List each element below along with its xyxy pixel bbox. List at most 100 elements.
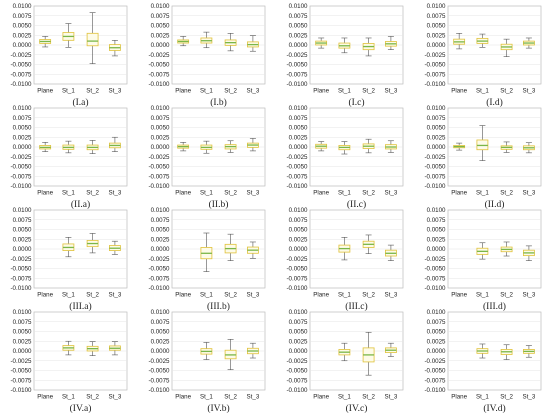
iqr-box bbox=[86, 32, 99, 47]
chart-panel: 0.0100 0.0075 0.0050 0.0025 0.0000 -0.0025 -0.… bbox=[149, 3, 266, 108]
y-tick-label: 0.0000 bbox=[427, 246, 446, 253]
y-tick-label: -0.0025 bbox=[11, 358, 33, 365]
y-tick-label: 0.0100 bbox=[151, 105, 170, 112]
x-tick-label: St_2 bbox=[224, 88, 237, 95]
y-tick-label: 0.0000 bbox=[151, 144, 170, 151]
y-tick-label: 0.0100 bbox=[151, 3, 170, 10]
x-tick-label: Plane bbox=[37, 88, 53, 95]
box-st-3 bbox=[523, 345, 535, 358]
y-tick-label: -0.0025 bbox=[425, 256, 447, 263]
y-tick-label: 0.0100 bbox=[289, 207, 308, 214]
box-st-1 bbox=[62, 140, 75, 154]
box-st-2 bbox=[86, 233, 99, 254]
y-tick-label: 0.0025 bbox=[151, 236, 170, 243]
box-st-1 bbox=[62, 340, 75, 356]
y-tick-label: -0.0050 bbox=[149, 266, 171, 273]
y-tick-label: -0.0075 bbox=[425, 377, 447, 384]
y-tick-label: 0.0050 bbox=[427, 125, 446, 132]
x-tick-label: St_2 bbox=[362, 190, 375, 197]
y-tick-label: -0.0050 bbox=[287, 368, 309, 375]
y-tick-label: 0.0000 bbox=[13, 42, 32, 49]
x-tick-label: Plane bbox=[313, 394, 329, 401]
x-tick-label: Plane bbox=[451, 190, 467, 197]
box-st-3 bbox=[247, 241, 259, 259]
y-tick-label: 0.0000 bbox=[151, 246, 170, 253]
y-tick-label: 0.0025 bbox=[289, 32, 308, 39]
y-tick-label: -0.0075 bbox=[425, 71, 447, 78]
panel-caption: (IV.a) bbox=[70, 403, 92, 413]
x-tick-label: St_3 bbox=[385, 88, 398, 95]
y-tick-label: 0.0050 bbox=[151, 227, 170, 234]
y-tick-label: 0.0050 bbox=[151, 125, 170, 132]
box-st-1 bbox=[62, 23, 75, 48]
y-tick-label: 0.0075 bbox=[151, 115, 170, 122]
box-st-1 bbox=[62, 237, 75, 258]
x-tick-label: St_1 bbox=[338, 190, 351, 197]
y-tick-label: 0.0000 bbox=[151, 348, 170, 355]
y-tick-label: -0.0075 bbox=[149, 377, 171, 384]
box-st-2 bbox=[224, 140, 237, 153]
panel-caption: (II.a) bbox=[71, 199, 90, 210]
chart-panel: 0.0100 0.0075 0.0050 0.0025 0.0000 -0.0025 -0.… bbox=[425, 207, 542, 312]
y-tick-label: -0.0075 bbox=[149, 71, 171, 78]
box-plane bbox=[177, 36, 190, 47]
panel-caption: (I.a) bbox=[72, 97, 88, 108]
chart-panel: 0.0100 0.0075 0.0050 0.0025 0.0000 -0.0025 -0.… bbox=[425, 309, 542, 413]
x-tick-label: St_2 bbox=[500, 88, 513, 95]
y-tick-label: 0.0025 bbox=[151, 338, 170, 345]
box-st-3 bbox=[109, 136, 121, 152]
y-tick-label: 0.0075 bbox=[289, 319, 308, 326]
y-tick-label: 0.0025 bbox=[427, 134, 446, 141]
chart-panel: 0.0100 0.0075 0.0050 0.0025 0.0000 -0.0025 -0.… bbox=[149, 105, 266, 210]
x-tick-label: St_2 bbox=[86, 88, 99, 95]
box-st-2 bbox=[362, 234, 375, 254]
x-tick-label: St_1 bbox=[338, 292, 351, 299]
y-tick-label: 0.0050 bbox=[13, 23, 32, 30]
x-tick-label: St_1 bbox=[62, 88, 75, 95]
y-tick-label: 0.0050 bbox=[427, 227, 446, 234]
x-tick-label: St_2 bbox=[362, 292, 375, 299]
y-tick-label: -0.0025 bbox=[425, 52, 447, 59]
y-tick-label: -0.0075 bbox=[287, 71, 309, 78]
y-tick-label: 0.0075 bbox=[13, 115, 32, 122]
box-st-2 bbox=[224, 338, 237, 371]
x-tick-label: St_1 bbox=[338, 394, 351, 401]
box-st-1 bbox=[200, 140, 213, 154]
box-st-3 bbox=[247, 342, 259, 359]
y-tick-label: 0.0050 bbox=[427, 329, 446, 336]
x-tick-label: Plane bbox=[313, 88, 329, 95]
y-tick-label: 0.0100 bbox=[289, 105, 308, 112]
box-st-1 bbox=[476, 125, 489, 161]
box-st-3 bbox=[109, 341, 121, 356]
y-tick-label: 0.0100 bbox=[289, 3, 308, 10]
chart-panel: 0.0100 0.0075 0.0050 0.0025 0.0000 -0.0025 -0.… bbox=[11, 3, 128, 108]
y-tick-label: 0.0050 bbox=[13, 125, 32, 132]
y-tick-label: -0.0075 bbox=[425, 173, 447, 180]
y-tick-label: 0.0025 bbox=[13, 32, 32, 39]
y-tick-label: -0.0050 bbox=[425, 164, 447, 171]
y-tick-label: -0.0100 bbox=[11, 81, 33, 88]
y-tick-label: 0.0025 bbox=[13, 134, 32, 141]
y-tick-label: 0.0000 bbox=[13, 348, 32, 355]
x-tick-label: St_3 bbox=[109, 190, 122, 197]
y-tick-label: -0.0025 bbox=[149, 154, 171, 161]
box-st-1 bbox=[338, 237, 351, 261]
y-tick-label: -0.0100 bbox=[11, 285, 33, 292]
y-tick-label: 0.0075 bbox=[427, 115, 446, 122]
y-tick-label: -0.0075 bbox=[287, 275, 309, 282]
y-tick-label: -0.0025 bbox=[287, 154, 309, 161]
y-tick-label: 0.0075 bbox=[13, 217, 32, 224]
panel-caption: (I.b) bbox=[210, 97, 227, 108]
y-tick-label: 0.0025 bbox=[427, 338, 446, 345]
x-tick-label: St_1 bbox=[200, 394, 213, 401]
x-tick-label: St_2 bbox=[224, 190, 237, 197]
x-tick-label: Plane bbox=[451, 394, 467, 401]
x-tick-label: Plane bbox=[175, 88, 191, 95]
x-tick-label: St_3 bbox=[247, 88, 260, 95]
y-tick-label: 0.0000 bbox=[289, 246, 308, 253]
y-tick-label: 0.0050 bbox=[13, 329, 32, 336]
x-tick-label: St_1 bbox=[200, 292, 213, 299]
y-tick-label: 0.0025 bbox=[151, 32, 170, 39]
chart-panel: 0.0100 0.0075 0.0050 0.0025 0.0000 -0.0025 -0.… bbox=[425, 3, 542, 108]
